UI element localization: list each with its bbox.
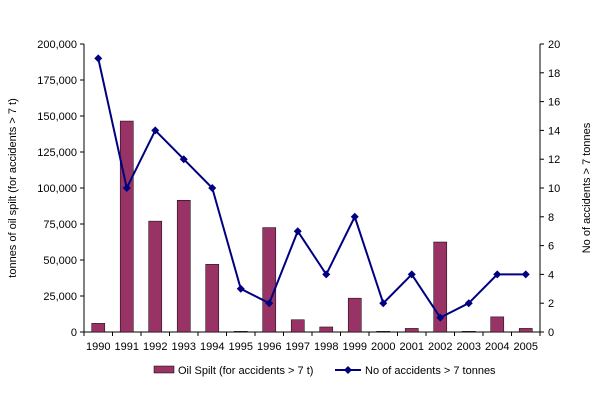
series-line bbox=[97, 58, 526, 319]
bar bbox=[176, 199, 191, 333]
bar bbox=[319, 326, 334, 333]
x-tick-label: 2003 bbox=[457, 341, 481, 353]
right-tick-label: 8 bbox=[548, 212, 554, 224]
line-point bbox=[179, 155, 188, 164]
legend-bar-swatch bbox=[153, 365, 175, 374]
right-tick-label: 0 bbox=[548, 327, 554, 339]
line-point bbox=[379, 299, 388, 308]
bar bbox=[290, 319, 305, 333]
bar bbox=[91, 323, 106, 333]
left-tick-label: 0 bbox=[71, 327, 77, 339]
bar bbox=[262, 227, 277, 333]
left-tick-label: 150,000 bbox=[37, 111, 77, 123]
left-tick-label: 175,000 bbox=[37, 75, 77, 87]
left-tick-label: 25,000 bbox=[43, 291, 77, 303]
line-point bbox=[464, 299, 473, 308]
bar bbox=[404, 328, 419, 333]
x-tick-label: 2000 bbox=[371, 341, 395, 353]
x-tick-label: 2002 bbox=[428, 341, 452, 353]
bar bbox=[148, 220, 163, 333]
right-axis-ticks: 0 2 4 6 8 10 12 14 16 18 20 bbox=[540, 39, 560, 339]
left-tick-label: 75,000 bbox=[43, 219, 77, 231]
left-axis-title: tonnes of oil spilt (for accidents > 7 t… bbox=[7, 98, 19, 277]
left-tick-label: 125,000 bbox=[37, 147, 77, 159]
right-tick-label: 10 bbox=[548, 183, 560, 195]
bar bbox=[433, 241, 448, 333]
bar bbox=[461, 331, 476, 333]
line-point bbox=[265, 299, 274, 308]
line-point bbox=[94, 54, 103, 63]
right-axis-title: No of accidents > 7 tonnes bbox=[581, 122, 593, 253]
bar bbox=[518, 328, 533, 333]
right-tick-label: 16 bbox=[548, 97, 560, 109]
x-tick-label: 1999 bbox=[343, 341, 367, 353]
x-axis-ticks: 1990 1991 1992 1993 1994 1995 1996 1997 1998 1999… bbox=[83, 332, 541, 353]
line-point bbox=[122, 184, 131, 192]
right-tick-label: 6 bbox=[548, 241, 554, 253]
right-tick-label: 18 bbox=[548, 68, 560, 80]
right-tick-label: 20 bbox=[548, 39, 560, 51]
legend-bar-label: Oil Spilt (for accidents > 7 t) bbox=[178, 365, 313, 377]
legend-line-marker bbox=[344, 366, 352, 374]
x-tick-label: 2001 bbox=[400, 341, 424, 353]
line-point bbox=[208, 184, 217, 192]
x-tick-label: 1997 bbox=[286, 341, 310, 353]
line-point bbox=[322, 270, 331, 279]
x-tick-label: 1992 bbox=[143, 341, 167, 353]
left-tick-label: 200,000 bbox=[37, 39, 77, 51]
bar bbox=[376, 331, 391, 333]
line-point bbox=[236, 284, 245, 293]
line-series bbox=[94, 54, 530, 322]
right-tick-label: 4 bbox=[548, 269, 554, 281]
bar bbox=[490, 316, 505, 333]
x-tick-label: 1994 bbox=[200, 341, 224, 353]
bar-series bbox=[91, 120, 533, 333]
x-tick-label: 1998 bbox=[314, 341, 338, 353]
line-point bbox=[151, 126, 160, 135]
line-point bbox=[521, 270, 530, 279]
left-tick-label: 50,000 bbox=[43, 255, 77, 267]
legend-line-label: No of accidents > 7 tonnes bbox=[365, 365, 496, 377]
bar bbox=[205, 264, 220, 333]
x-tick-label: 2004 bbox=[485, 341, 509, 353]
x-tick-label: 1990 bbox=[86, 341, 110, 353]
x-tick-label: 1996 bbox=[257, 341, 281, 353]
line-point bbox=[436, 313, 445, 322]
line-point bbox=[407, 270, 416, 279]
bar bbox=[347, 297, 362, 333]
right-tick-label: 2 bbox=[548, 298, 554, 310]
line-point bbox=[350, 212, 359, 221]
right-tick-label: 12 bbox=[548, 154, 560, 166]
bar bbox=[233, 331, 248, 333]
x-tick-label: 2005 bbox=[514, 341, 538, 353]
bar bbox=[119, 120, 134, 333]
left-axis-ticks: 0 25,000 50,000 75,000 100,000 125,000 150,000… bbox=[37, 39, 84, 339]
left-tick-label: 100,000 bbox=[37, 183, 77, 195]
line-point bbox=[293, 227, 302, 236]
legend: Oil Spilt (for accidents > 7 t) No of ac… bbox=[153, 365, 496, 377]
x-tick-label: 1991 bbox=[115, 341, 139, 353]
line-point bbox=[493, 270, 502, 279]
right-tick-label: 14 bbox=[548, 125, 560, 137]
x-tick-label: 1993 bbox=[172, 341, 196, 353]
x-tick-label: 1995 bbox=[229, 341, 253, 353]
